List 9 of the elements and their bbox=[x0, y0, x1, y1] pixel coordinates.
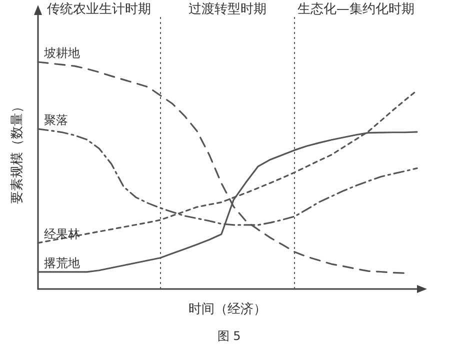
series-label: 撂荒地 bbox=[44, 256, 80, 270]
caption: 图 5 bbox=[217, 329, 241, 343]
text: 过渡转型时期 bbox=[188, 2, 266, 17]
x-axis-title: 时间（经济） bbox=[188, 302, 266, 317]
y-axis-title: 要素规模（数量） bbox=[10, 100, 25, 204]
series-label: 坡耕地 bbox=[43, 46, 80, 60]
series-label: 聚落 bbox=[44, 112, 68, 127]
text: 生态化—集约化时期 bbox=[297, 2, 414, 17]
text: 传统农业生计时期 bbox=[47, 2, 152, 17]
